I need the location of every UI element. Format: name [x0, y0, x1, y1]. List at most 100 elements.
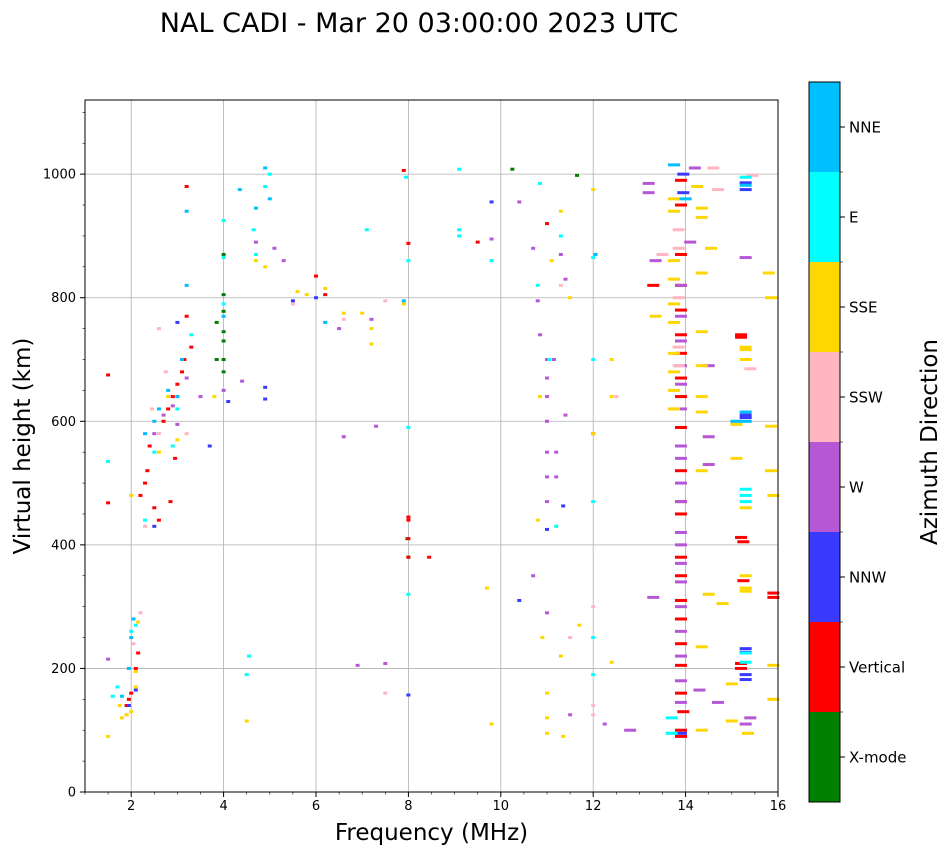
y-tick-label: 800	[51, 291, 76, 306]
data-point-w	[674, 700, 687, 704]
data-point-e	[665, 716, 678, 720]
data-point-vertical	[106, 373, 111, 377]
data-point-nne	[253, 206, 258, 210]
data-point-e	[591, 636, 596, 640]
data-marks	[106, 163, 780, 738]
x-tick-label: 6	[312, 799, 320, 814]
data-point-w	[545, 376, 549, 380]
data-point-e	[133, 623, 138, 627]
data-point-ssw	[143, 524, 148, 528]
data-point-vertical	[674, 663, 687, 667]
data-point-sse	[484, 586, 489, 590]
data-point-nnw	[207, 444, 212, 448]
colorbar-tick-label: E	[849, 209, 858, 227]
colorbar-segment	[809, 82, 840, 172]
data-point-e	[244, 673, 249, 677]
data-point-w	[545, 419, 549, 423]
data-point-e	[547, 358, 552, 361]
data-point-sse	[649, 314, 662, 318]
y-tick-label: 400	[51, 538, 76, 553]
data-point-w	[693, 688, 706, 692]
data-point-w	[281, 259, 286, 263]
data-point-vertical	[674, 555, 687, 559]
data-point-vertical	[674, 512, 687, 516]
data-point-vertical	[674, 203, 687, 207]
data-point-e	[175, 407, 180, 411]
data-point-sse	[106, 734, 111, 738]
data-point-w	[337, 327, 342, 331]
data-point-sse	[762, 271, 775, 275]
data-point-vertical	[133, 666, 138, 670]
grid-lines	[85, 100, 779, 792]
data-point-w	[198, 395, 203, 399]
data-point-w	[554, 450, 559, 454]
data-point-sse	[568, 296, 573, 300]
data-point-ssw	[138, 611, 143, 615]
data-point-vertical	[737, 579, 750, 583]
data-point-vertical	[166, 407, 171, 411]
data-point-nnw	[674, 731, 687, 735]
data-point-ssw	[156, 432, 161, 436]
data-point-vertical	[677, 710, 690, 714]
data-point-sse	[695, 215, 708, 219]
data-point-sse	[609, 395, 614, 399]
data-point-w	[545, 395, 549, 399]
data-point-w	[711, 700, 724, 704]
data-point-sse	[253, 259, 258, 263]
data-point-sse	[705, 246, 718, 250]
data-point-ssw	[383, 691, 388, 695]
data-point-sse	[739, 348, 752, 352]
data-point-nne	[401, 299, 406, 303]
data-point-vertical	[170, 395, 175, 399]
data-point-ssw	[558, 283, 563, 287]
data-point-sse	[668, 320, 681, 324]
data-point-nnw	[739, 678, 752, 682]
data-point-nne	[739, 183, 752, 187]
data-point-nne	[184, 209, 189, 213]
data-point-w	[674, 339, 687, 343]
data-point-nne	[166, 388, 171, 392]
data-point-sse	[668, 259, 681, 263]
data-point-sse	[730, 456, 743, 460]
x-tick-label: 10	[493, 799, 510, 814]
data-point-e	[739, 500, 752, 504]
data-point-e	[263, 185, 268, 188]
data-point-sse	[741, 731, 754, 735]
colorbar-tick-label: NNW	[849, 569, 886, 587]
data-point-e	[406, 592, 411, 596]
data-point-w	[538, 333, 543, 337]
data-point-sse	[591, 432, 596, 436]
data-point-sse	[695, 645, 708, 649]
y-tick-label: 0	[68, 786, 76, 801]
data-point-sse	[244, 719, 249, 723]
data-point-w	[674, 605, 687, 609]
data-point-sse	[695, 330, 708, 334]
data-point-ssw	[672, 345, 685, 349]
data-point-vertical	[175, 382, 180, 386]
data-point-nne	[119, 694, 124, 698]
data-point-vertical	[189, 345, 194, 349]
data-point-vertical	[401, 168, 406, 172]
data-point-w	[563, 277, 568, 281]
data-point-vertical	[323, 293, 328, 297]
data-point-sse	[695, 271, 708, 275]
data-point-ssw	[568, 636, 573, 640]
data-point-w	[383, 661, 388, 665]
data-point-ssw	[184, 432, 189, 436]
data-point-w	[674, 500, 687, 504]
data-point-w	[369, 317, 374, 321]
x-axis-ticks: 2 4 6 8 10 12 14 16	[84, 792, 786, 814]
data-point-w	[674, 654, 687, 658]
data-point-sse	[668, 302, 681, 306]
data-point-sse	[263, 265, 268, 269]
colorbar-segment	[809, 532, 840, 622]
data-point-vertical	[674, 691, 687, 695]
data-point-sse	[304, 293, 309, 297]
data-point-w	[684, 240, 697, 244]
data-point-ssw	[672, 296, 685, 300]
data-point-w	[558, 252, 563, 256]
data-point-vertical	[674, 617, 687, 621]
colorbar-tick-label: X-mode	[849, 749, 906, 767]
y-axis-label: Virtual height (km)	[10, 338, 36, 555]
data-point-w	[184, 376, 189, 380]
